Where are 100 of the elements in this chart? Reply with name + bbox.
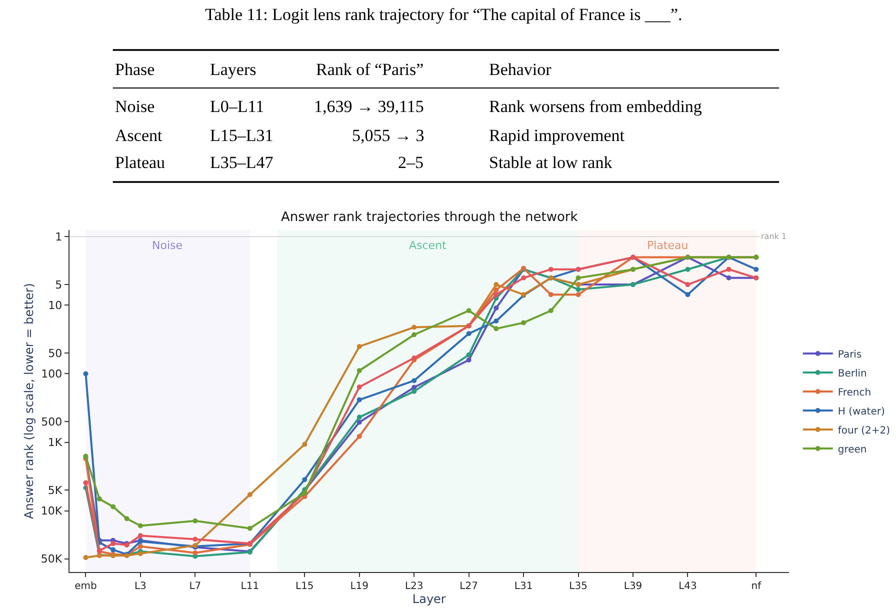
x-tick-label: nf (751, 581, 762, 592)
y-tick-label: 50K (40, 552, 63, 566)
point (138, 523, 143, 528)
legend-label: H (water) (838, 406, 885, 418)
point (247, 492, 252, 498)
point (726, 266, 732, 272)
point (138, 544, 143, 549)
point (247, 526, 252, 531)
legend-label: Paris (838, 349, 862, 360)
text: 2–5 (398, 153, 424, 172)
x-tick-label: L43 (678, 581, 697, 592)
point (192, 518, 198, 524)
point (96, 496, 102, 502)
point (302, 477, 308, 482)
text: 1,639 → 39,115 (314, 97, 424, 116)
ref-line-label: rank 1 (761, 232, 787, 241)
point (548, 308, 554, 314)
point (356, 344, 362, 349)
text: Layers (210, 60, 256, 79)
text: Noise (115, 97, 155, 116)
point (466, 331, 472, 336)
legend-label: four (2+2) (838, 425, 890, 436)
x-tick-label: L7 (189, 581, 202, 592)
point (356, 384, 362, 390)
point (124, 516, 130, 522)
point (110, 547, 116, 552)
text: Behavior (489, 60, 552, 79)
y-axis-title: Answer rank (log scale, lower = better) (22, 283, 36, 519)
y-tick-label: 1 (55, 230, 62, 244)
x-tick-label: L3 (134, 581, 146, 592)
text: Table 11: Logit lens rank trajectory for “The capital of France is ___”. (205, 5, 682, 24)
point (466, 352, 472, 358)
point (110, 504, 116, 510)
point (754, 266, 759, 272)
point (138, 551, 143, 556)
point (192, 536, 198, 542)
point (576, 292, 581, 298)
text: Stable at low rank (489, 153, 613, 172)
annotation: Ascent (409, 239, 448, 252)
x-axis-title: Layer (412, 592, 446, 606)
point (494, 287, 499, 292)
point (412, 388, 417, 394)
point (685, 292, 690, 298)
y-tick-label: 10 (48, 299, 62, 312)
point (576, 286, 581, 292)
point (110, 541, 116, 546)
point (521, 275, 526, 280)
point (356, 420, 362, 425)
x-tick-label: emb (74, 581, 97, 592)
y-tick-label: 50 (48, 346, 62, 360)
x-tick-label: L15 (295, 581, 314, 592)
point (494, 318, 499, 324)
text: 5,055 → 3 (352, 126, 424, 145)
text: Rapid improvement (489, 126, 625, 145)
point (412, 332, 417, 338)
text: L15–L31 (210, 126, 274, 145)
point (494, 306, 499, 311)
point (192, 550, 198, 556)
point (494, 282, 499, 288)
x-tick-label: L11 (240, 581, 260, 592)
point (412, 378, 417, 384)
y-tick-label: 500 (41, 416, 62, 429)
legend-label: green (838, 444, 867, 456)
text: Phase (115, 60, 155, 79)
point (412, 324, 417, 330)
point (356, 368, 362, 374)
band-label: Plateau (647, 239, 688, 252)
point (494, 292, 499, 298)
text: Rank of “Paris” (316, 60, 424, 79)
point (356, 397, 362, 402)
point (548, 292, 554, 298)
point (685, 266, 690, 272)
point (466, 357, 472, 362)
point (548, 266, 554, 272)
legend-label: Berlin (838, 368, 867, 380)
text: Ascent (115, 126, 162, 145)
y-tick-label: 10K (40, 504, 63, 518)
point (83, 371, 88, 376)
x-tick-label: L23 (404, 581, 424, 592)
x-tick-label: L39 (624, 581, 642, 592)
point (494, 326, 499, 332)
chart-title: Answer rank trajectories through the network (281, 210, 578, 225)
y-tick-label: 1K (48, 436, 63, 450)
x-tick-label: L19 (350, 581, 369, 592)
y-tick-label: 5K (48, 484, 63, 498)
x-tick-label: L27 (460, 581, 478, 592)
text: Rank worsens from embedding (489, 97, 702, 116)
point (83, 555, 88, 560)
y-tick-label: 100 (41, 368, 62, 381)
point (356, 434, 362, 439)
point (521, 320, 526, 326)
y-tick-label: 5 (55, 278, 62, 292)
point (726, 275, 732, 280)
band-label: Noise (152, 239, 183, 252)
legend-label: French (838, 387, 872, 398)
point (685, 282, 690, 288)
text: L35–L47 (210, 153, 274, 172)
x-tick-label: L35 (569, 581, 588, 592)
x-tick-label: L31 (514, 581, 533, 592)
point (356, 414, 362, 420)
